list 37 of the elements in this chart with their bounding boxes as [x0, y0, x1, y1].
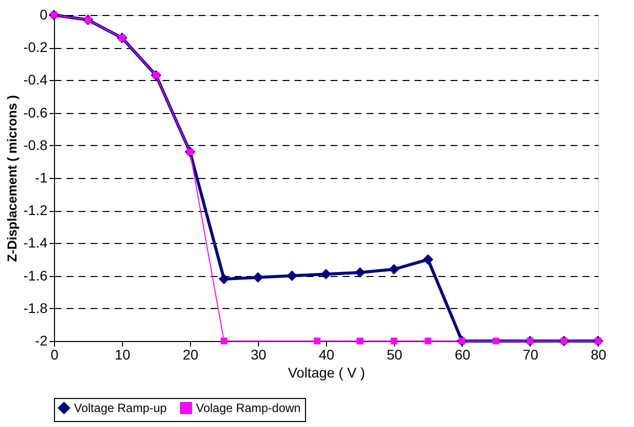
x-tick-label: 80: [590, 346, 606, 362]
point: [388, 264, 400, 275]
x-tick-label: 40: [318, 346, 334, 362]
x-tick-label: 70: [522, 346, 538, 362]
y-tick-label: -1: [35, 170, 48, 186]
x-tick-label: 50: [386, 346, 402, 362]
y-tick-label: -1.4: [23, 234, 48, 251]
x-tick-label: 30: [250, 346, 266, 362]
x-tick-label: 60: [454, 346, 470, 362]
x-axis-title: Voltage ( V ): [288, 364, 366, 380]
point: [218, 274, 230, 284]
legend-label: Voltage Ramp-up: [74, 401, 168, 415]
y-axis-title: Z-Displacement ( microns ): [4, 95, 20, 262]
point: [390, 338, 398, 344]
y-tick-label: -1.6: [23, 267, 48, 284]
point: [314, 338, 321, 344]
y-tick-label: 0: [40, 6, 48, 22]
y-tick-label: -0.8: [23, 136, 48, 153]
x-tick-label: 0: [50, 346, 59, 362]
y-tick-label: -1.2: [23, 202, 48, 218]
y-tick-label: -1.8: [23, 300, 48, 316]
x-tick-label: 10: [114, 346, 130, 362]
legend-label: Volage Ramp-down: [196, 401, 301, 415]
point: [220, 338, 228, 344]
y-tick-label: -0.6: [23, 104, 48, 120]
point: [252, 272, 264, 283]
x-tick-label: 20: [182, 346, 198, 362]
point: [424, 338, 432, 344]
point: [354, 267, 366, 278]
y-tick-label: -2: [35, 332, 48, 348]
y-tick-label: -0.4: [23, 72, 48, 88]
y-tick-label: -0.2: [23, 39, 48, 56]
point: [422, 254, 434, 265]
point: [286, 270, 298, 282]
point: [356, 338, 364, 344]
point: [320, 268, 332, 280]
point: [492, 338, 500, 344]
